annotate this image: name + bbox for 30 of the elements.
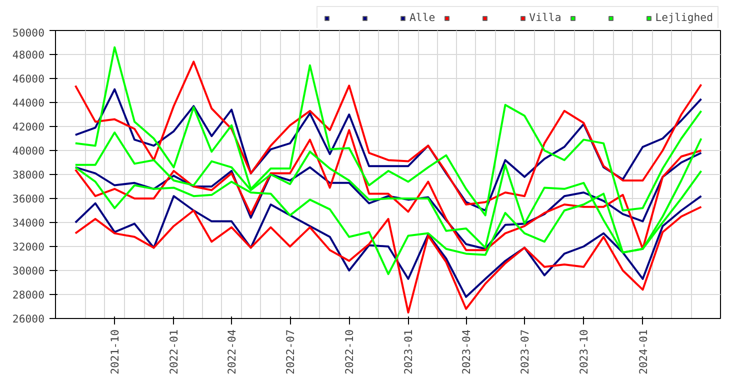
line-series [74, 88, 702, 212]
line-series [74, 206, 702, 314]
x-tick-label: 2023-04 [460, 329, 474, 374]
y-tick-label: 46000 [12, 72, 44, 86]
x-tick-label: 2023-07 [518, 329, 532, 374]
legend-label: Villa [529, 11, 562, 24]
x-tick-label: 2021-10 [108, 329, 122, 374]
x-tick-label: 2022-10 [343, 329, 356, 374]
y-tick-label: 40000 [12, 144, 44, 158]
x-tick-label: 2024-01 [636, 329, 650, 374]
y-tick-label: 30000 [12, 264, 44, 278]
y-tick-label: 26000 [12, 312, 44, 326]
y-tick-label: 38000 [12, 168, 44, 182]
x-tick-label: 2022-01 [168, 329, 181, 374]
y-tick-label: 42000 [12, 120, 44, 134]
y-tick-label: 44000 [12, 96, 44, 110]
line-series [74, 195, 702, 298]
legend-label: Lejlighed [655, 11, 713, 24]
line-series [74, 152, 702, 250]
x-tick-label: 2023-01 [402, 329, 416, 374]
x-tick-label: 2022-07 [284, 329, 298, 374]
y-tick-label: 28000 [12, 288, 44, 302]
y-tick-label: 32000 [12, 240, 44, 254]
y-tick-label: 48000 [12, 48, 44, 62]
y-tick-label: 34000 [12, 216, 44, 230]
legend-label: Alle [410, 11, 436, 24]
x-tick-label: 2023-10 [578, 329, 591, 374]
y-tick-label: 50000 [12, 26, 44, 40]
y-tick-label: 36000 [12, 192, 44, 206]
x-tick-label: 2022-04 [226, 329, 239, 374]
